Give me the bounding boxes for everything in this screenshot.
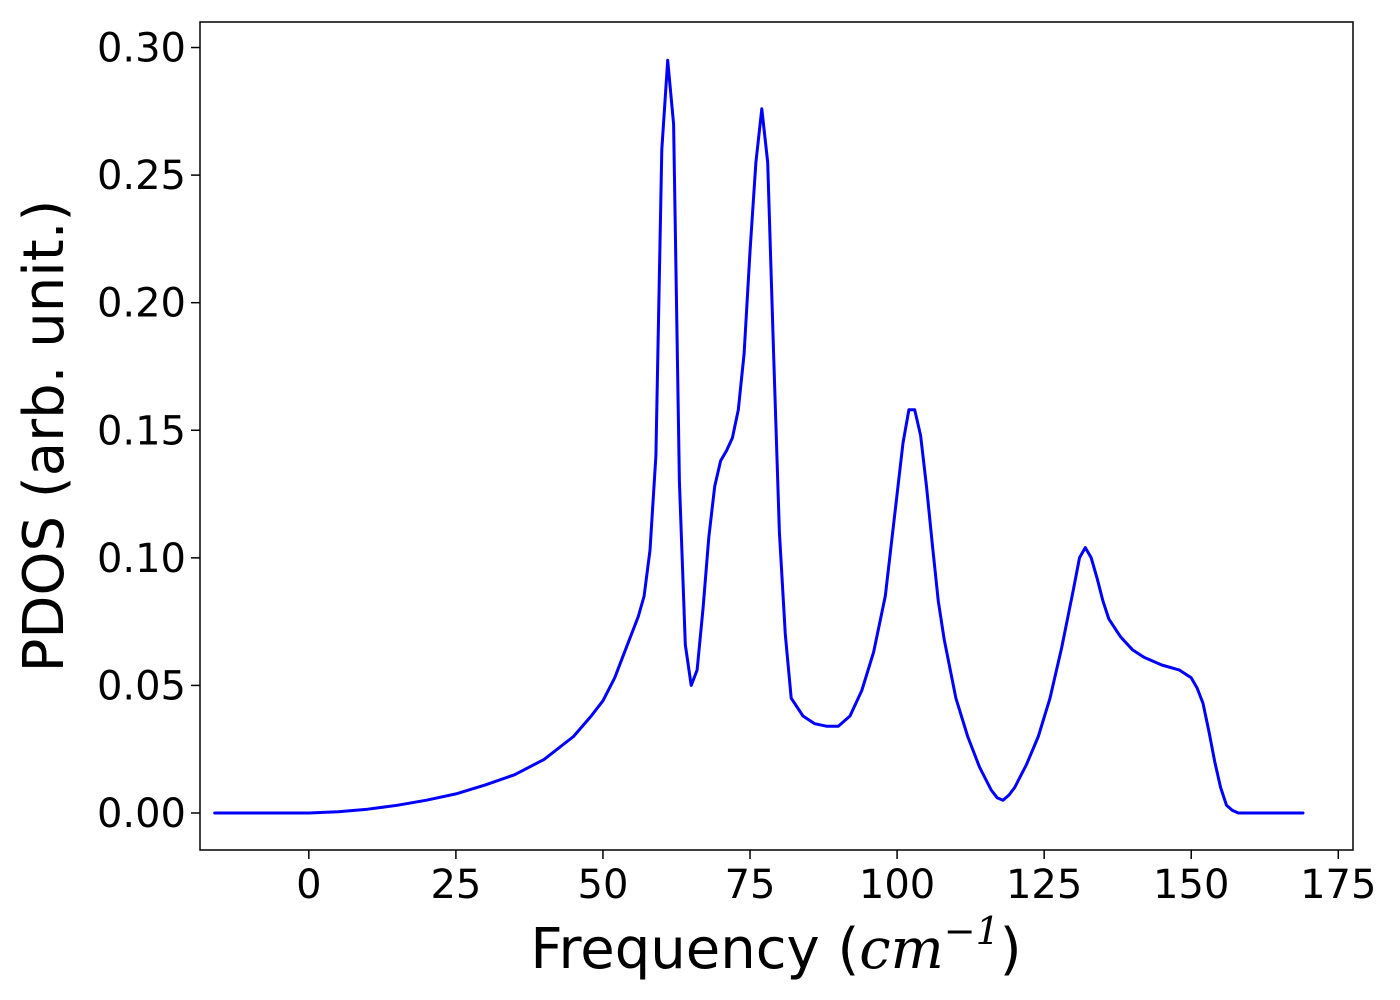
- x-axis-label-prefix: Frequency (: [530, 917, 859, 982]
- plot-frame: [199, 21, 1354, 851]
- series-line-0: [213, 58, 1305, 815]
- y-tick-label: 0.10: [97, 536, 186, 582]
- y-tick-label: 0.00: [97, 791, 186, 837]
- x-tick-label: 100: [859, 862, 935, 908]
- x-tick-label: 175: [1300, 862, 1376, 908]
- plot-layer: [213, 58, 1305, 815]
- x-tick-label: 125: [1006, 862, 1082, 908]
- x-tick-label: 25: [430, 862, 481, 908]
- x-tick-label: 0: [296, 862, 321, 908]
- y-axis-label: PDOS (arb. unit.): [12, 200, 77, 673]
- y-tick-label: 0.30: [97, 26, 186, 72]
- x-tick-label: 150: [1153, 862, 1229, 908]
- x-axis-label-suffix: ): [1000, 917, 1022, 982]
- x-axis-label-unit: cm: [859, 917, 943, 982]
- y-tick-label: 0.05: [97, 663, 186, 709]
- x-axis-label: Frequency (cm−1): [530, 909, 1021, 982]
- x-axis-label-exponent: −1: [944, 909, 1000, 953]
- y-tick-label: 0.25: [97, 153, 186, 199]
- y-tick-label: 0.20: [97, 281, 186, 327]
- x-tick-label: 75: [725, 862, 776, 908]
- y-tick-label: 0.15: [97, 408, 186, 454]
- x-tick-label: 50: [578, 862, 629, 908]
- ticks-layer: 0 25 50 75 100 125 150 175 0.00 0.05 0.10 0.15 0.20 0…: [97, 26, 1377, 908]
